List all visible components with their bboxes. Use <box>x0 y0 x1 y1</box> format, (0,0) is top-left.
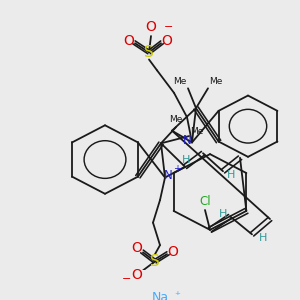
Text: −: − <box>164 22 174 32</box>
Text: H: H <box>219 209 227 219</box>
Text: Me: Me <box>173 76 187 85</box>
Text: H: H <box>259 232 267 242</box>
Text: O: O <box>132 241 142 255</box>
Text: N: N <box>183 134 191 147</box>
Text: H: H <box>227 170 236 180</box>
Text: −: − <box>122 274 132 284</box>
Text: S: S <box>144 45 154 60</box>
Text: O: O <box>124 34 134 49</box>
Text: Me: Me <box>190 127 204 136</box>
Text: ⁺: ⁺ <box>174 291 180 300</box>
Text: Cl: Cl <box>199 195 211 208</box>
Text: O: O <box>162 34 172 49</box>
Text: Me: Me <box>169 116 183 124</box>
Text: H: H <box>182 155 190 165</box>
Text: S: S <box>150 254 160 269</box>
Text: N: N <box>164 169 172 182</box>
Text: Me: Me <box>209 76 223 85</box>
Text: +: + <box>173 164 181 173</box>
Text: O: O <box>132 268 142 282</box>
Text: O: O <box>146 20 156 34</box>
Text: O: O <box>168 245 178 260</box>
Text: Na: Na <box>152 291 169 300</box>
